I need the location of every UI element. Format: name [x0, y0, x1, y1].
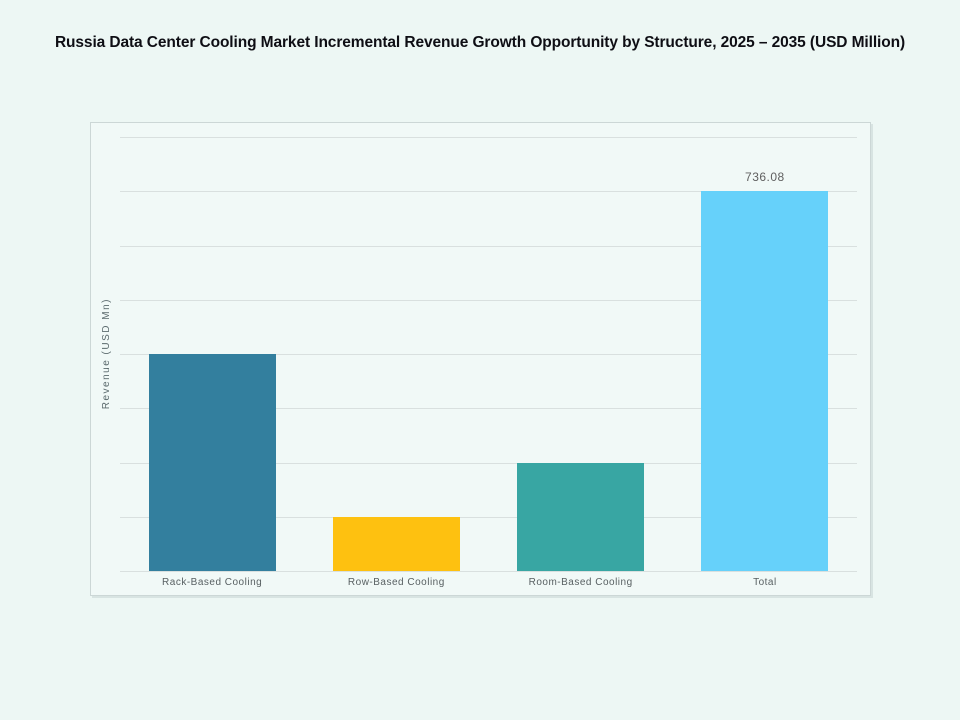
y-axis: Revenue (USD Mn) [101, 137, 112, 571]
chart-panel: Revenue (USD Mn) Rack-Based Cooling Row-B… [90, 122, 871, 596]
y-axis-label: Revenue (USD Mn) [101, 298, 112, 410]
gridline [120, 137, 857, 138]
bars-container: Rack-Based Cooling Row-Based Cooling Room-… [120, 137, 857, 588]
gridlines [120, 137, 857, 572]
category-label: Room-Based Cooling [528, 577, 633, 588]
bar-room-based-cooling [517, 462, 645, 571]
gridline [120, 516, 857, 518]
bar-value-label: 736.08 [745, 170, 785, 185]
bar-rack-based-cooling [148, 354, 276, 571]
bar-slot: 736.08 Total [673, 137, 857, 588]
bar-slot: Rack-Based Cooling [120, 137, 304, 588]
gridline [120, 245, 857, 247]
gridline [120, 571, 857, 572]
category-label: Total [753, 577, 777, 588]
gridline [120, 354, 857, 355]
bar-slot: Row-Based Cooling [304, 137, 488, 588]
gridline [120, 299, 857, 301]
bar-total [701, 191, 829, 571]
chart-title: Russia Data Center Cooling Market Increm… [54, 34, 906, 51]
bar-row-based-cooling [332, 516, 460, 571]
gridline [120, 462, 857, 464]
gridline [120, 408, 857, 410]
gridline [120, 191, 857, 193]
plot-area: Rack-Based Cooling Row-Based Cooling Room-… [120, 137, 857, 588]
bar-slot: Room-Based Cooling [489, 137, 673, 588]
category-label: Rack-Based Cooling [162, 577, 263, 588]
category-label: Row-Based Cooling [347, 577, 445, 588]
